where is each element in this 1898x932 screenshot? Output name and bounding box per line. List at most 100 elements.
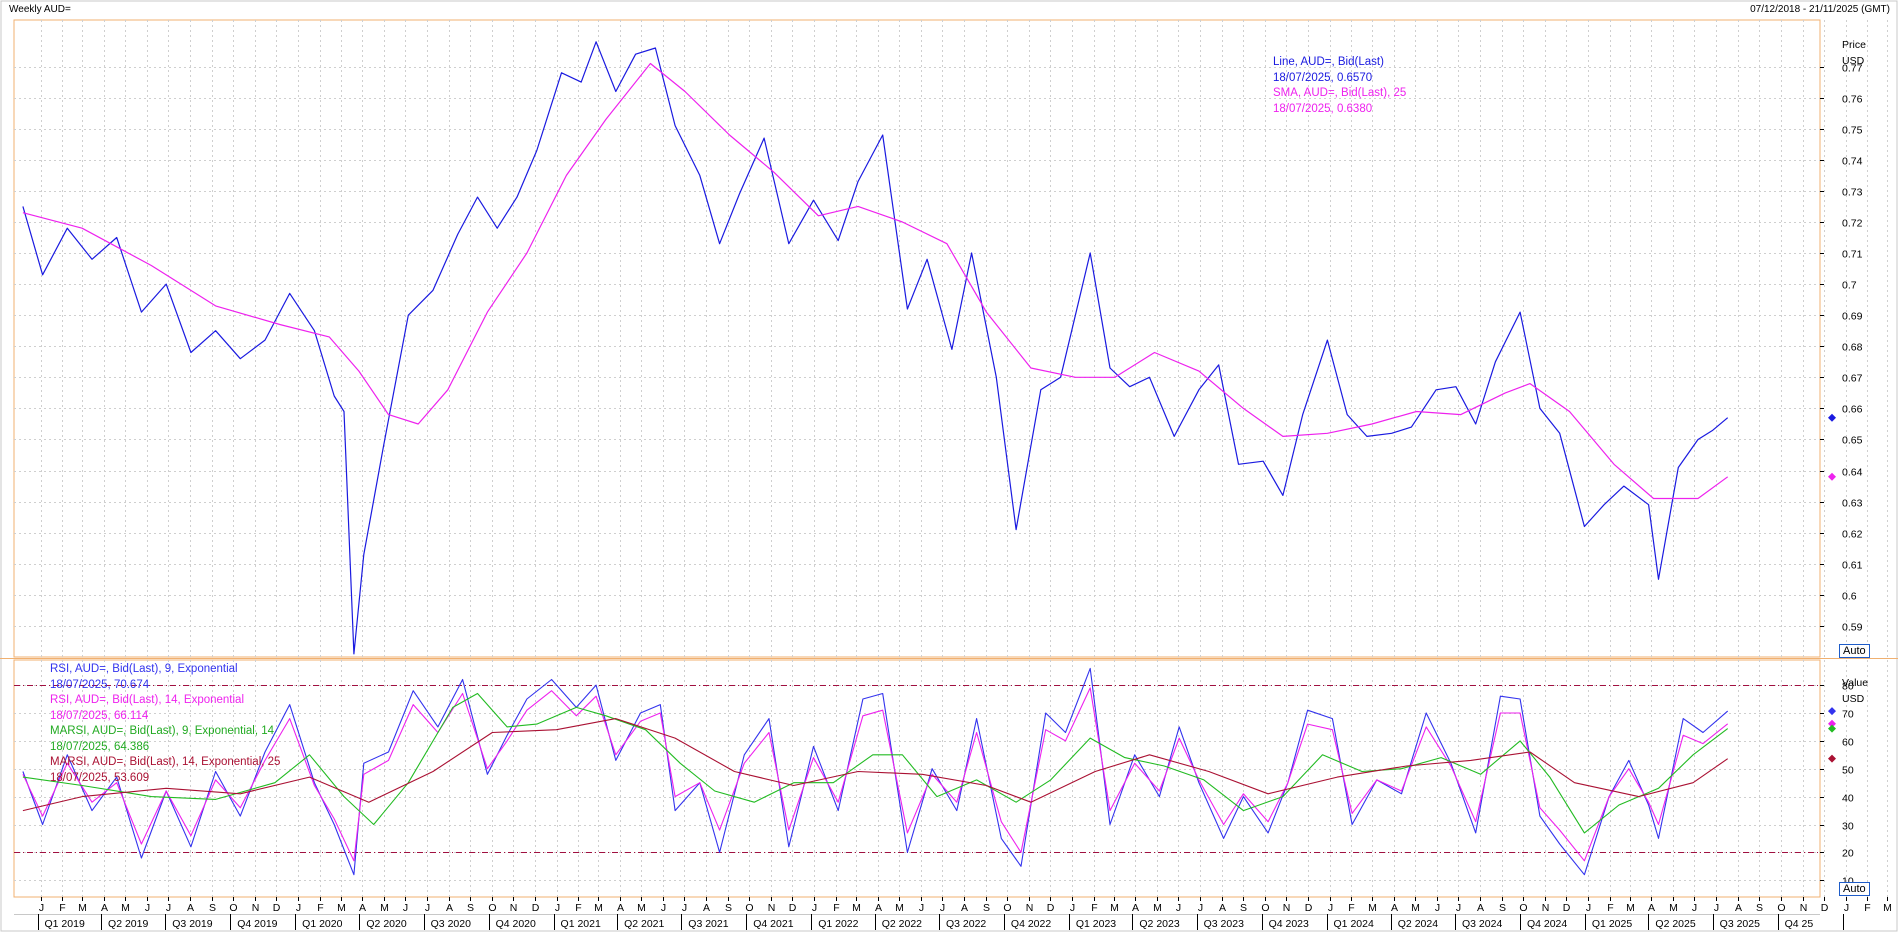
month-label: J xyxy=(1456,902,1461,914)
price-y-label: 0.62 xyxy=(1842,529,1863,541)
marsi14-legend-title: MARSI, AUD=, Bid(Last), 14, Exponential,… xyxy=(50,756,281,768)
quarter-label: Q2 2019 xyxy=(108,918,148,930)
price-y-label: 0.68 xyxy=(1842,342,1863,354)
rsi9-legend-value: 18/07/2025, 70.674 xyxy=(50,678,150,691)
price-legend: Line, AUD=, Bid(Last) 18/07/2025, 0.6570… xyxy=(1273,55,1406,117)
month-label: M xyxy=(637,902,646,914)
month-label: M xyxy=(1110,902,1119,914)
month-label: J xyxy=(1435,902,1440,914)
sma-legend-title: SMA, AUD=, Bid(Last), 25 xyxy=(1273,87,1407,99)
month-label: F xyxy=(833,902,839,914)
month-label: A xyxy=(359,902,366,914)
price-y-label: 0.77 xyxy=(1842,63,1863,75)
quarter-label: Q3 2023 xyxy=(1204,918,1244,930)
quarter-label: Q3 2021 xyxy=(688,918,728,930)
month-label: J xyxy=(919,902,924,914)
month-label: S xyxy=(1240,902,1247,914)
price-axis-title: Price xyxy=(1842,39,1866,51)
month-label: S xyxy=(725,902,732,914)
month-label: A xyxy=(101,902,108,914)
month-label: N xyxy=(1026,902,1034,914)
month-label: O xyxy=(1003,902,1011,914)
month-label: J xyxy=(145,902,150,914)
date-range: 07/12/2018 - 21/11/2025 (GMT) xyxy=(1750,4,1890,15)
marsi14-legend-value: 18/07/2025, 53.609 xyxy=(50,771,150,784)
quarter-label: Q1 2019 xyxy=(45,918,85,930)
price-y-label: 0.64 xyxy=(1842,467,1863,479)
month-label: A xyxy=(1219,902,1226,914)
indicator-y-label: 40 xyxy=(1842,793,1854,805)
price-auto-button[interactable]: Auto xyxy=(1839,644,1870,658)
price-y-label: 0.61 xyxy=(1842,560,1863,572)
sma-legend-value: 18/07/2025, 0.6380 xyxy=(1273,102,1373,115)
quarter-label: Q2 2021 xyxy=(624,918,664,930)
quarter-label: Q4 25 xyxy=(1785,918,1814,930)
grid-lines xyxy=(14,20,1888,897)
month-label: J xyxy=(812,902,817,914)
month-label: N xyxy=(1283,902,1291,914)
month-label: O xyxy=(1777,902,1785,914)
month-label: F xyxy=(575,902,581,914)
marsi14-line xyxy=(22,718,1729,812)
month-label: O xyxy=(1519,902,1527,914)
quarter-label: Q3 2024 xyxy=(1462,918,1502,930)
month-label: N xyxy=(1800,902,1808,914)
month-label: M xyxy=(1368,902,1377,914)
price-y-label: 0.69 xyxy=(1842,311,1863,323)
rsi9-line-last-marker xyxy=(1828,707,1836,716)
month-label: J xyxy=(403,902,408,914)
indicator-panel-frame xyxy=(13,659,1821,898)
month-label: D xyxy=(789,902,797,914)
quarter-label: Q2 2025 xyxy=(1655,918,1695,930)
line-legend-title: Line, AUD=, Bid(Last) xyxy=(1273,56,1384,68)
indicator-axis-title: Value xyxy=(1842,677,1868,689)
month-label: S xyxy=(1756,902,1763,914)
month-label: M xyxy=(594,902,603,914)
price-y-label: 0.66 xyxy=(1842,404,1863,416)
rsi14-legend-title: RSI, AUD=, Bid(Last), 14, Exponential xyxy=(50,694,245,706)
month-label: M xyxy=(1626,902,1635,914)
quarter-label: Q4 2022 xyxy=(1011,918,1051,930)
indicator-auto-button[interactable]: Auto xyxy=(1839,882,1870,896)
month-label: A xyxy=(875,902,882,914)
month-label: N xyxy=(510,902,518,914)
marsi9-legend-title: MARSI, AUD=, Bid(Last), 9, Exponential, … xyxy=(50,725,275,737)
price-y-label: 0.63 xyxy=(1842,498,1863,510)
quarter-label: Q4 2024 xyxy=(1527,918,1567,930)
month-label: D xyxy=(1563,902,1571,914)
month-label: A xyxy=(446,902,453,914)
price-y-label: 0.59 xyxy=(1842,622,1863,634)
rsi9-legend-title: RSI, AUD=, Bid(Last), 9, Exponential xyxy=(50,663,238,675)
price-line xyxy=(22,41,1729,655)
month-label: J xyxy=(1198,902,1203,914)
month-label: M xyxy=(852,902,861,914)
month-label: F xyxy=(1607,902,1613,914)
month-label: O xyxy=(229,902,237,914)
month-label: J xyxy=(425,902,430,914)
month-label: N xyxy=(1542,902,1550,914)
price-y-label: 0.72 xyxy=(1842,218,1863,230)
month-label: J xyxy=(1070,902,1075,914)
month-label: M xyxy=(1411,902,1420,914)
quarter-label: Q4 2019 xyxy=(237,918,277,930)
indicator-y-label: 70 xyxy=(1842,709,1854,721)
price-y-label: 0.67 xyxy=(1842,373,1863,385)
quarter-label: Q1 2025 xyxy=(1592,918,1632,930)
sma-line-last-marker xyxy=(1828,472,1836,481)
month-label: A xyxy=(617,902,624,914)
month-label: J xyxy=(682,902,687,914)
month-label: M xyxy=(121,902,130,914)
month-label: O xyxy=(488,902,496,914)
month-label: S xyxy=(983,902,990,914)
month-label: J xyxy=(555,902,560,914)
price-line-last-marker xyxy=(1828,413,1836,422)
month-label: A xyxy=(703,902,710,914)
quarter-label: Q1 2022 xyxy=(818,918,858,930)
month-label: M xyxy=(1153,902,1162,914)
month-label: J xyxy=(1714,902,1719,914)
price-y-label: 0.76 xyxy=(1842,94,1863,106)
